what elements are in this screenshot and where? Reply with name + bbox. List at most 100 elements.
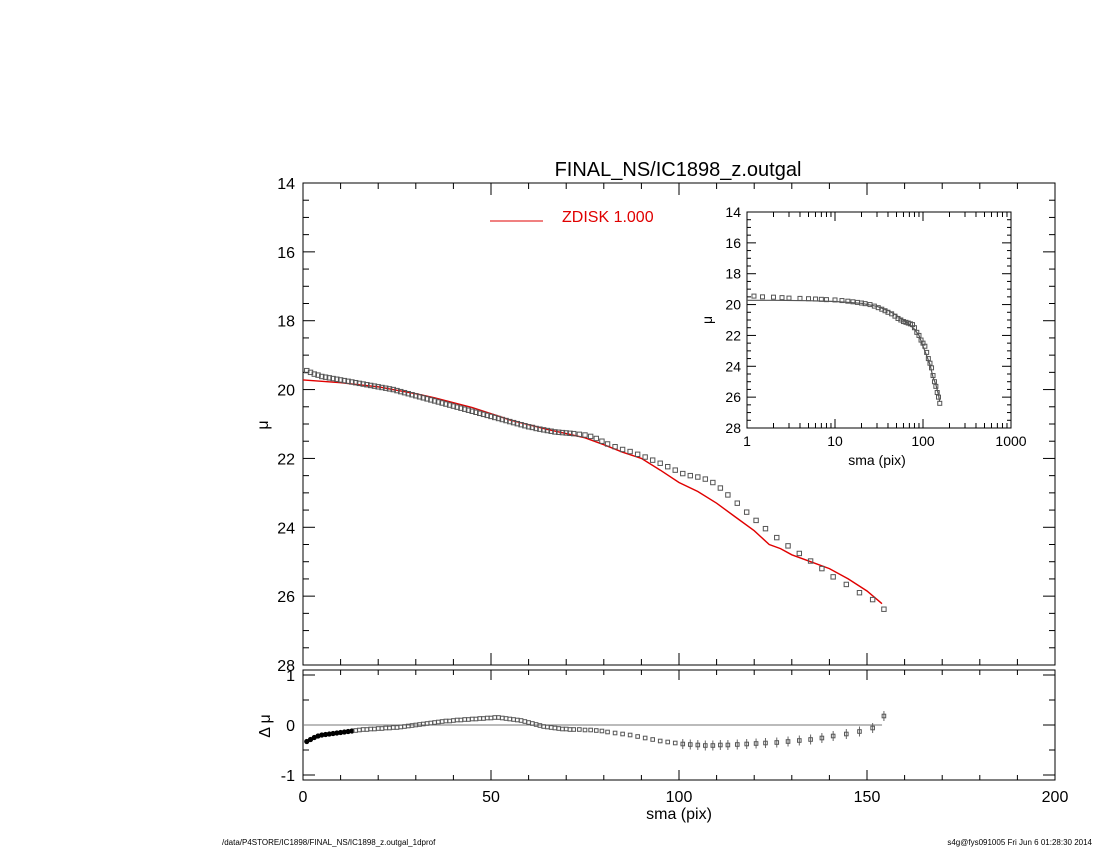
data-point bbox=[734, 742, 740, 747]
data-point bbox=[862, 301, 868, 307]
data-point bbox=[451, 718, 456, 723]
data-point bbox=[398, 388, 404, 395]
data-point bbox=[830, 733, 836, 739]
data-point bbox=[560, 726, 565, 732]
y-tick-label: 16 bbox=[277, 245, 295, 262]
data-point bbox=[743, 509, 750, 515]
data-point bbox=[488, 715, 494, 721]
data-point bbox=[458, 405, 464, 411]
data-point bbox=[552, 429, 558, 435]
data-point bbox=[620, 731, 625, 737]
data-point bbox=[484, 412, 490, 419]
data-point bbox=[870, 725, 875, 731]
data-point bbox=[447, 718, 452, 724]
x-tick-label: 150 bbox=[854, 789, 881, 806]
y-tick-label: 24 bbox=[277, 520, 295, 537]
data-point bbox=[503, 716, 509, 721]
y-tick-label: 22 bbox=[725, 327, 741, 343]
data-point bbox=[349, 379, 355, 385]
data-point bbox=[379, 726, 385, 731]
y-tick-label: 26 bbox=[725, 389, 741, 405]
y-tick-label: 14 bbox=[277, 176, 295, 193]
data-point bbox=[481, 716, 486, 721]
data-point bbox=[856, 590, 863, 596]
y-tick-label: 20 bbox=[725, 297, 741, 313]
data-point bbox=[588, 727, 593, 733]
data-point bbox=[702, 476, 709, 482]
data-point bbox=[544, 427, 551, 434]
x-tick-label: 10 bbox=[827, 433, 843, 449]
data-point bbox=[819, 735, 825, 741]
inset-x-axis-label: sma (pix) bbox=[848, 452, 906, 468]
data-point bbox=[582, 727, 588, 733]
data-point bbox=[751, 293, 757, 299]
data-point bbox=[924, 349, 930, 355]
data-point bbox=[540, 427, 547, 433]
data-point bbox=[930, 373, 936, 379]
data-point bbox=[462, 717, 467, 722]
y-tick-label: 28 bbox=[277, 658, 295, 675]
data-point bbox=[642, 454, 648, 460]
data-point bbox=[349, 728, 355, 734]
inset-y-axis-label: μ bbox=[699, 316, 715, 324]
data-point bbox=[823, 297, 829, 303]
data-point bbox=[315, 372, 321, 378]
data-point bbox=[934, 390, 940, 396]
data-point bbox=[326, 375, 333, 381]
data-point bbox=[786, 295, 792, 301]
data-point bbox=[492, 715, 498, 720]
data-point bbox=[710, 479, 716, 486]
y-tick-label: 28 bbox=[725, 420, 741, 436]
data-point bbox=[465, 407, 472, 413]
chart-title: FINAL_NS/IC1898_z.outgal bbox=[555, 159, 802, 181]
data-point bbox=[665, 463, 671, 470]
y-tick-label: 14 bbox=[725, 204, 741, 220]
x-tick-label: 200 bbox=[1042, 789, 1069, 806]
y-tick-label: 0 bbox=[286, 718, 295, 735]
data-point bbox=[469, 408, 475, 414]
data-point bbox=[916, 332, 922, 338]
data-point bbox=[845, 298, 851, 304]
data-point bbox=[599, 438, 605, 444]
data-point bbox=[439, 719, 445, 724]
data-point bbox=[839, 298, 845, 304]
data-point bbox=[770, 294, 776, 300]
data-point bbox=[461, 406, 468, 412]
data-point bbox=[567, 430, 573, 436]
data-point bbox=[634, 451, 641, 457]
data-point bbox=[473, 409, 479, 415]
data-point bbox=[785, 543, 791, 549]
data-point bbox=[857, 729, 862, 734]
data-point bbox=[695, 742, 701, 748]
inset-log-panel: 1 10 100 1000 14 16 18 20 22 24 26 28 μ sma (pix) bbox=[699, 204, 1027, 468]
data-point bbox=[627, 732, 633, 738]
data-point bbox=[364, 382, 370, 388]
data-point bbox=[571, 727, 577, 732]
data-point bbox=[881, 713, 887, 719]
data-point bbox=[844, 731, 849, 737]
data-point bbox=[797, 295, 803, 301]
data-point bbox=[818, 296, 824, 302]
data-point bbox=[725, 492, 731, 498]
data-point bbox=[665, 739, 671, 745]
data-point bbox=[514, 420, 521, 427]
data-point bbox=[495, 415, 502, 422]
y-tick-label: -1 bbox=[281, 768, 295, 785]
data-point bbox=[522, 719, 528, 724]
data-point bbox=[443, 401, 449, 407]
data-point bbox=[559, 429, 566, 436]
data-point bbox=[469, 716, 475, 722]
data-point bbox=[436, 719, 441, 725]
data-point bbox=[372, 726, 377, 732]
data-point bbox=[687, 742, 693, 747]
legend-label: ZDISK 1.000 bbox=[562, 209, 654, 226]
data-point bbox=[806, 296, 812, 302]
y-tick-label: 18 bbox=[725, 266, 741, 282]
data-point bbox=[672, 467, 678, 473]
data-point bbox=[843, 581, 850, 588]
data-point bbox=[477, 410, 483, 417]
data-point bbox=[386, 386, 393, 392]
data-point bbox=[555, 429, 562, 435]
